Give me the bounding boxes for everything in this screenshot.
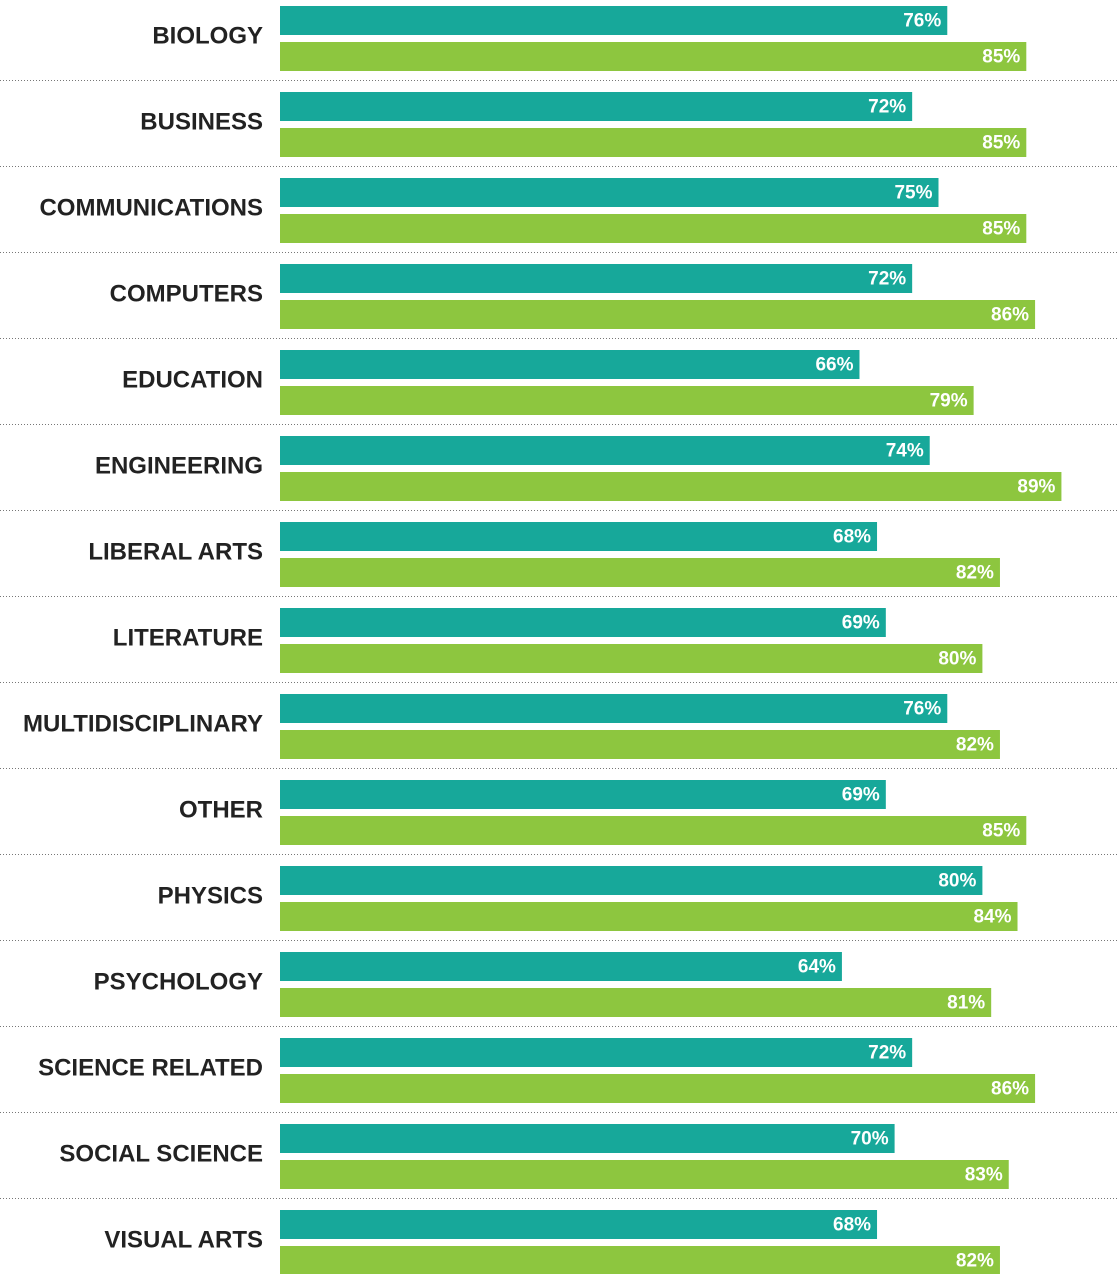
value-label: 74%	[886, 441, 924, 462]
value-label: 86%	[991, 305, 1029, 326]
value-label: 72%	[868, 97, 906, 118]
value-label: 80%	[938, 649, 976, 670]
bar	[280, 6, 948, 35]
value-label: 82%	[956, 1251, 994, 1272]
bar	[280, 522, 878, 551]
value-label: 76%	[903, 699, 941, 720]
bar	[280, 214, 1027, 243]
value-label: 85%	[982, 133, 1020, 154]
category-label: LIBERAL ARTS	[88, 538, 263, 565]
bar	[280, 92, 913, 121]
bar	[280, 178, 939, 207]
category-label: BUSINESS	[140, 108, 263, 135]
bar	[280, 300, 1036, 329]
bar	[280, 558, 1000, 587]
bar	[280, 1038, 913, 1067]
bar	[280, 1246, 1000, 1274]
category-label: OTHER	[179, 796, 263, 823]
category-label: SCIENCE RELATED	[38, 1054, 263, 1081]
bar	[280, 730, 1000, 759]
category-label: VISUAL ARTS	[104, 1226, 263, 1253]
value-label: 82%	[956, 735, 994, 756]
value-label: 80%	[938, 871, 976, 892]
category-label: PHYSICS	[158, 882, 263, 909]
bar	[280, 608, 886, 637]
category-label: EDUCATION	[122, 366, 263, 393]
value-label: 75%	[894, 183, 932, 204]
category-label: ENGINEERING	[95, 452, 263, 479]
bar	[280, 952, 842, 981]
bar	[280, 816, 1027, 845]
value-label: 66%	[815, 355, 853, 376]
bar	[280, 128, 1027, 157]
value-label: 85%	[982, 821, 1020, 842]
bar	[280, 350, 860, 379]
bar	[280, 902, 1018, 931]
bar	[280, 644, 983, 673]
bar	[280, 1124, 895, 1153]
bar	[280, 1074, 1036, 1103]
bar	[280, 866, 983, 895]
bar	[280, 386, 974, 415]
bar	[280, 780, 886, 809]
value-label: 68%	[833, 527, 871, 548]
category-label: MULTIDISCIPLINARY	[23, 710, 263, 737]
bar	[280, 694, 948, 723]
category-label: LITERATURE	[113, 624, 263, 651]
value-label: 83%	[965, 1165, 1003, 1186]
value-label: 85%	[982, 219, 1020, 240]
value-label: 69%	[842, 613, 880, 634]
bar	[280, 264, 913, 293]
category-label: COMPUTERS	[110, 280, 263, 307]
value-label: 79%	[930, 391, 968, 412]
value-label: 82%	[956, 563, 994, 584]
value-label: 85%	[982, 47, 1020, 68]
category-label: COMMUNICATIONS	[39, 194, 263, 221]
value-label: 69%	[842, 785, 880, 806]
value-label: 84%	[973, 907, 1011, 928]
value-label: 76%	[903, 11, 941, 32]
bar	[280, 1210, 878, 1239]
value-label: 72%	[868, 1043, 906, 1064]
bar	[280, 42, 1027, 71]
value-label: 89%	[1017, 477, 1055, 498]
bar	[280, 1160, 1009, 1189]
value-label: 70%	[851, 1129, 889, 1150]
category-label: SOCIAL SCIENCE	[59, 1140, 263, 1167]
bar	[280, 988, 992, 1017]
bar	[280, 472, 1062, 501]
bar	[280, 436, 930, 465]
value-label: 64%	[798, 957, 836, 978]
value-label: 81%	[947, 993, 985, 1014]
value-label: 86%	[991, 1079, 1029, 1100]
category-label: BIOLOGY	[152, 22, 263, 49]
category-label: PSYCHOLOGY	[94, 968, 263, 995]
value-label: 68%	[833, 1215, 871, 1236]
value-label: 72%	[868, 269, 906, 290]
